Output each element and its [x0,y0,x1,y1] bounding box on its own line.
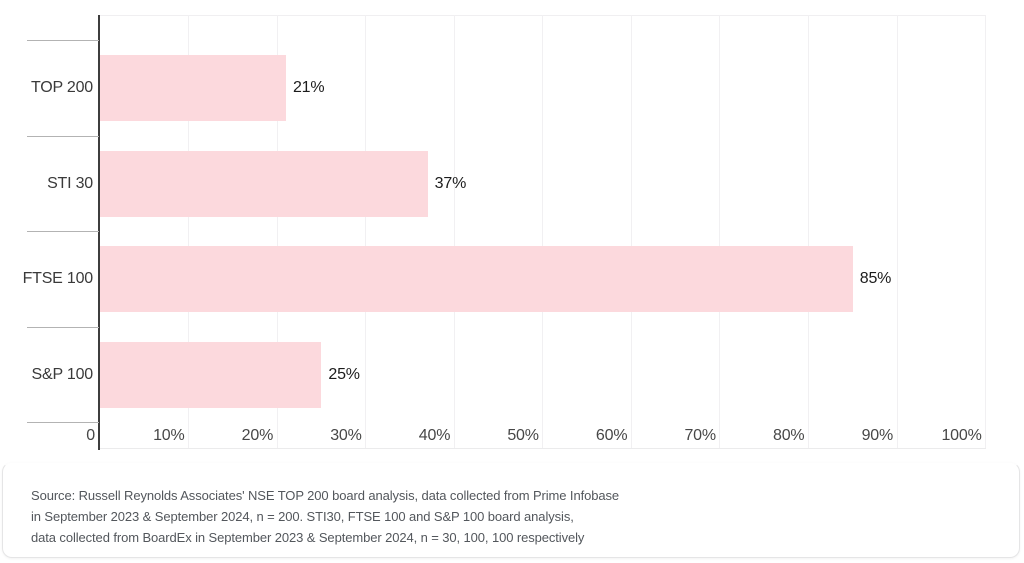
gridline-70 [719,15,721,448]
category-label-ftse-100: FTSE 100 [22,270,94,287]
gridline-40 [453,15,455,448]
value-label-ftse-100: 85% [859,270,892,287]
gridline-10 [188,15,190,448]
x-tick-label-70: 70% [684,427,716,444]
gridline-30 [365,15,367,448]
bar-ftse-100 [100,246,853,312]
value-label-sti-30: 37% [434,174,467,192]
x-tick-label-30: 30% [330,427,362,444]
y-axis-line [98,15,100,450]
category-tick-0 [27,40,99,41]
value-label-top-200: 21% [292,79,325,96]
bar-sti-30 [100,150,428,217]
x-tick-label-0: 0 [86,427,95,444]
x-tick-label-80: 80% [773,427,805,444]
gridline-60 [630,15,632,448]
category-tick-2 [27,231,99,232]
bar-top-200 [100,55,286,121]
plot-bottom-border [100,448,986,449]
category-tick-1 [27,136,99,137]
gridline-50 [542,15,544,448]
category-label-sti-30: STI 30 [47,174,93,192]
category-label-s-p-100: S&P 100 [31,365,94,383]
value-label-s-p-100: 25% [328,365,360,383]
gridline-80 [807,15,809,448]
source-note-line-2: in September 2023 & September 2024, n = … [31,509,574,524]
gridline-90 [896,15,898,448]
x-tick-label-100: 100% [941,427,982,444]
bar-s-p-100 [100,341,322,408]
category-tick-4 [27,422,99,423]
x-tick-label-20: 20% [241,427,274,444]
x-tick-label-60: 60% [595,427,628,444]
gridline-100 [985,15,987,448]
x-tick-label-90: 90% [861,427,894,444]
x-tick-label-50: 50% [507,427,539,444]
x-tick-label-40: 40% [418,427,451,444]
category-label-top-200: TOP 200 [30,79,93,96]
source-note-card: Source: Russell Reynolds Associates' NSE… [2,462,1020,558]
source-note-line-3: data collected from BoardEx in September… [31,530,585,545]
x-tick-label-10: 10% [153,427,185,444]
source-note-line-1: Source: Russell Reynolds Associates' NSE… [31,488,619,503]
gridline-20 [276,15,278,448]
category-tick-3 [27,327,99,328]
